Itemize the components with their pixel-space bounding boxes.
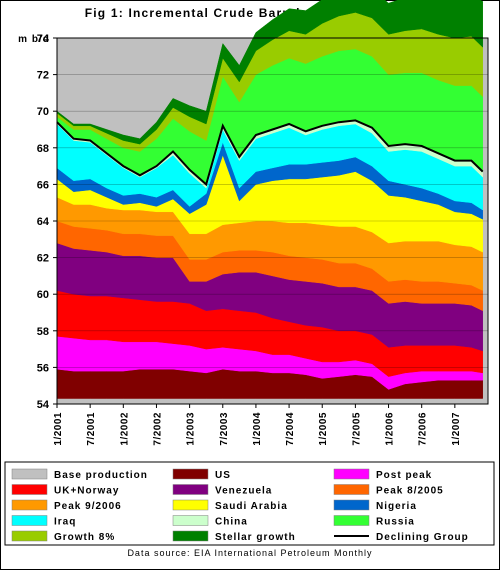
x-tick-label: 7/2003: [219, 412, 230, 446]
y-axis: 54 56 58 60 62 64 66 68 70 72 74: [37, 33, 57, 411]
y-tick-label: 64: [37, 216, 50, 228]
legend-label-base-production: Base production: [54, 470, 148, 481]
y-tick-label: 68: [37, 143, 49, 155]
legend-label-iraq: Iraq: [54, 517, 76, 528]
legend-swatch-stellar-growth: [172, 530, 209, 542]
x-axis: 1/2001 7/2001 1/2002 7/2002 1/2003 7/2003 1/20…: [53, 404, 462, 446]
y-tick-label: 66: [37, 179, 49, 191]
x-tick-label: 1/2004: [252, 412, 263, 446]
legend-swatch-peak-8-2005: [333, 484, 370, 495]
x-tick-label: 1/2007: [451, 412, 462, 446]
x-tick-label: 1/2005: [318, 412, 329, 446]
legend-label-growth-8: Growth 8%: [54, 532, 115, 543]
y-axis-title: m b/d: [18, 34, 50, 45]
legend-label-uk-norway: UK+Norway: [54, 486, 119, 497]
legend-label-post-peak: Post peak: [376, 470, 432, 481]
y-tick-label: 60: [37, 289, 49, 301]
y-tick-label: 62: [37, 253, 49, 265]
line-declining-group: [56, 119, 484, 187]
x-tick-label: 1/2006: [385, 412, 396, 446]
y-tick-label: 54: [37, 399, 50, 411]
legend-box: [4, 461, 495, 546]
x-tick-label: 7/2002: [152, 412, 163, 446]
legend-swatch-uk-norway: [11, 484, 48, 495]
x-tick-label: 1/2003: [186, 412, 197, 446]
legend-swatch-iraq: [11, 515, 48, 526]
legend-swatch-us: [172, 468, 209, 480]
legend-swatch-china: [172, 515, 209, 526]
x-tick-label: 1/2001: [53, 412, 64, 446]
x-tick-label: 7/2005: [351, 412, 362, 446]
y-tick-label: 72: [37, 70, 49, 82]
legend: Base production US Post peak UK+Norway Venez…: [4, 461, 495, 546]
legend-label-peak-8-2005: Peak 8/2005: [376, 486, 444, 497]
legend-swatch-saudi-arabia: [172, 499, 209, 511]
legend-swatch-russia: [333, 515, 370, 526]
x-tick-label: 7/2001: [86, 412, 97, 446]
source-note: Data source: EIA International Petroleum…: [127, 548, 372, 558]
area-stellar-growth: [56, 0, 483, 145]
legend-swatch-growth-8: [11, 530, 48, 542]
legend-label-nigeria: Nigeria: [376, 501, 417, 512]
legend-label-russia: Russia: [376, 517, 415, 528]
legend-swatch-post-peak: [333, 468, 370, 480]
legend-label-declining-group: Declining Group: [376, 532, 469, 543]
y-tick-label: 56: [37, 362, 49, 374]
y-tick-label: 58: [37, 326, 49, 338]
legend-label-peak-9-2006: Peak 9/2006: [54, 501, 122, 512]
legend-label-saudi-arabia: Saudi Arabia: [215, 501, 288, 512]
x-tick-label: 7/2004: [285, 412, 296, 446]
legend-swatch-peak-9-2006: [11, 499, 48, 511]
y-tick-label: 74: [37, 33, 50, 45]
legend-label-stellar-growth: Stellar growth: [215, 532, 296, 543]
legend-label-us: US: [215, 470, 231, 481]
legend-swatch-nigeria: [333, 499, 370, 511]
plot-area: [56, 0, 489, 405]
x-tick-label: 1/2002: [119, 412, 130, 446]
x-tick-label: 7/2006: [418, 412, 429, 446]
legend-label-venezuela: Venezuela: [215, 486, 272, 497]
legend-label-china: China: [215, 517, 248, 528]
legend-swatch-base-production: [11, 468, 48, 480]
y-tick-label: 70: [37, 106, 49, 118]
legend-swatch-venezuela: [172, 484, 209, 495]
